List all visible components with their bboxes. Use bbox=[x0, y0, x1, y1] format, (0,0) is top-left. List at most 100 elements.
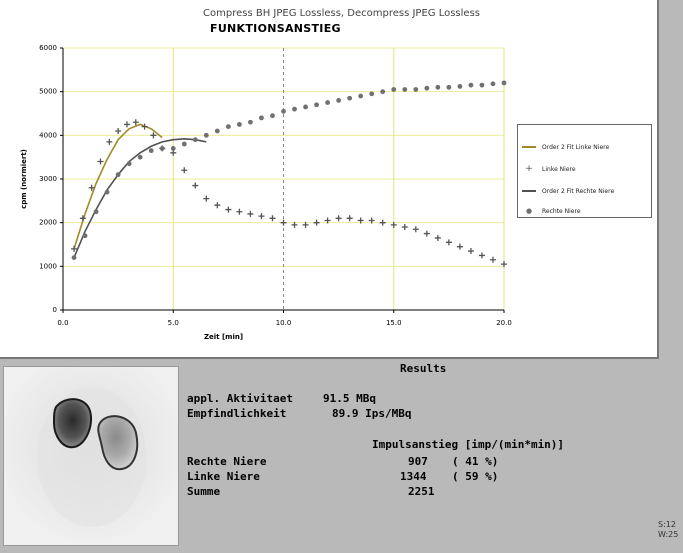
corner-line-2: W:25 bbox=[658, 530, 679, 539]
data-point-plus bbox=[434, 234, 441, 241]
legend-item: Order 2 Fit Rechte Niere bbox=[522, 186, 614, 196]
data-point-plus bbox=[335, 215, 342, 222]
data-point-plus bbox=[192, 182, 199, 189]
data-point-plus bbox=[368, 217, 375, 224]
data-point-plus bbox=[313, 219, 320, 226]
data-point-plus bbox=[150, 132, 157, 139]
data-point-circle bbox=[281, 108, 286, 114]
data-point-plus bbox=[445, 239, 452, 246]
data-point-plus bbox=[214, 202, 221, 209]
data-point-plus bbox=[203, 195, 210, 202]
result-percent-linke: ( 59 %) bbox=[452, 470, 499, 483]
chart-legend: Order 2 Fit Linke Niere + Linke Niere Order… bbox=[517, 124, 652, 218]
data-point-circle bbox=[303, 104, 308, 110]
data-point-circle bbox=[325, 100, 330, 105]
impuls-header: Impulsanstieg [imp/(min*min)] bbox=[372, 438, 565, 451]
data-point-circle bbox=[468, 82, 474, 88]
y-tick-label: 6000 bbox=[39, 44, 57, 52]
data-point-circle bbox=[170, 146, 176, 151]
x-tick-label: 20.0 bbox=[496, 319, 512, 327]
data-point-plus bbox=[115, 127, 122, 134]
data-point-circle bbox=[225, 124, 231, 129]
data-point-plus bbox=[247, 210, 254, 217]
data-point-circle bbox=[490, 81, 496, 87]
data-point-circle bbox=[413, 87, 419, 92]
results-title: Results bbox=[400, 362, 447, 375]
series-rechte-niere bbox=[71, 80, 507, 260]
data-point-plus bbox=[478, 252, 485, 259]
legend-item: Order 2 Fit Linke Niere bbox=[522, 142, 609, 152]
data-point-plus bbox=[141, 123, 148, 130]
data-point-circle bbox=[104, 189, 110, 195]
y-axis-label: cpm (normiert) bbox=[20, 149, 28, 209]
result-value-summe: 2251 bbox=[408, 485, 435, 498]
data-point-plus bbox=[97, 158, 104, 165]
result-value-linke: 1344 bbox=[400, 470, 427, 483]
data-point-plus bbox=[181, 167, 188, 174]
data-point-circle bbox=[347, 95, 353, 101]
data-point-plus bbox=[456, 243, 463, 250]
data-point-plus bbox=[390, 221, 397, 228]
data-point-circle bbox=[435, 84, 441, 90]
data-point-plus bbox=[236, 208, 243, 215]
result-label-linke: Linke Niere bbox=[187, 470, 260, 483]
data-point-plus bbox=[225, 206, 232, 213]
x-tick-label: 15.0 bbox=[386, 319, 402, 327]
data-point-circle bbox=[248, 119, 253, 125]
data-point-circle bbox=[402, 87, 408, 92]
data-point-circle bbox=[391, 87, 397, 92]
data-point-plus bbox=[346, 215, 353, 222]
y-tick-label: 1000 bbox=[39, 262, 57, 270]
data-point-plus bbox=[106, 138, 113, 145]
result-label-summe: Summe bbox=[187, 485, 221, 498]
y-tick-label: 5000 bbox=[39, 88, 57, 96]
series-order-2-fit-linke-niere bbox=[73, 123, 163, 250]
legend-swatch: + bbox=[525, 164, 533, 174]
data-point-plus bbox=[423, 230, 430, 237]
data-point-plus bbox=[258, 213, 265, 220]
y-tick-label: 2000 bbox=[39, 219, 57, 227]
data-point-circle bbox=[270, 113, 275, 119]
data-point-plus bbox=[324, 217, 331, 224]
data-point-circle bbox=[380, 89, 386, 95]
data-point-circle bbox=[148, 148, 154, 154]
data-point-plus bbox=[501, 261, 507, 268]
data-point-circle bbox=[159, 146, 165, 151]
data-point-circle bbox=[115, 172, 121, 178]
renogram-chart: 0 1000 2000 3000 4000 5000 6000 0.0 5.0 10.0 15.0 2… bbox=[20, 44, 512, 341]
data-point-circle bbox=[71, 255, 77, 260]
data-point-plus bbox=[302, 221, 309, 228]
empf-label: Empfindlichkeit bbox=[187, 407, 287, 420]
data-point-circle bbox=[369, 91, 375, 97]
appl-value: 91.5 MBq bbox=[323, 392, 376, 405]
y-tick-label: 3000 bbox=[39, 175, 57, 183]
data-point-circle bbox=[203, 132, 209, 138]
data-point-plus bbox=[71, 245, 78, 252]
data-point-circle bbox=[214, 128, 220, 134]
data-point-circle bbox=[457, 84, 463, 89]
data-point-plus bbox=[269, 215, 276, 222]
data-point-circle bbox=[292, 106, 297, 112]
data-point-circle bbox=[336, 98, 342, 103]
legend-label: Rechte Niere bbox=[542, 207, 581, 215]
x-axis-label: Zeit [min] bbox=[204, 333, 243, 341]
result-label-rechte: Rechte Niere bbox=[187, 455, 267, 468]
data-point-circle bbox=[446, 84, 452, 90]
x-tick-label: 0.0 bbox=[57, 319, 68, 327]
legend-label: Order 2 Fit Linke Niere bbox=[542, 143, 610, 151]
legend-swatch bbox=[522, 190, 536, 192]
y-tick-label: 4000 bbox=[39, 131, 57, 139]
compress-caption: Compress BH JPEG Lossless, Decompress JP… bbox=[203, 8, 480, 19]
data-point-circle bbox=[181, 141, 187, 147]
empf-value: 89.9 Ips/MBq bbox=[332, 407, 412, 420]
y-tick-label: 0 bbox=[53, 306, 57, 314]
legend-item: + Linke Niere bbox=[522, 164, 575, 174]
data-point-circle bbox=[192, 137, 198, 143]
data-point-plus bbox=[132, 119, 139, 126]
chart-title: FUNKTIONSANSTIEG bbox=[210, 22, 341, 35]
series-line bbox=[73, 123, 163, 250]
data-point-circle bbox=[424, 85, 430, 91]
data-point-circle bbox=[237, 122, 242, 127]
data-point-plus bbox=[79, 215, 86, 222]
result-value-rechte: 907 bbox=[408, 455, 428, 468]
